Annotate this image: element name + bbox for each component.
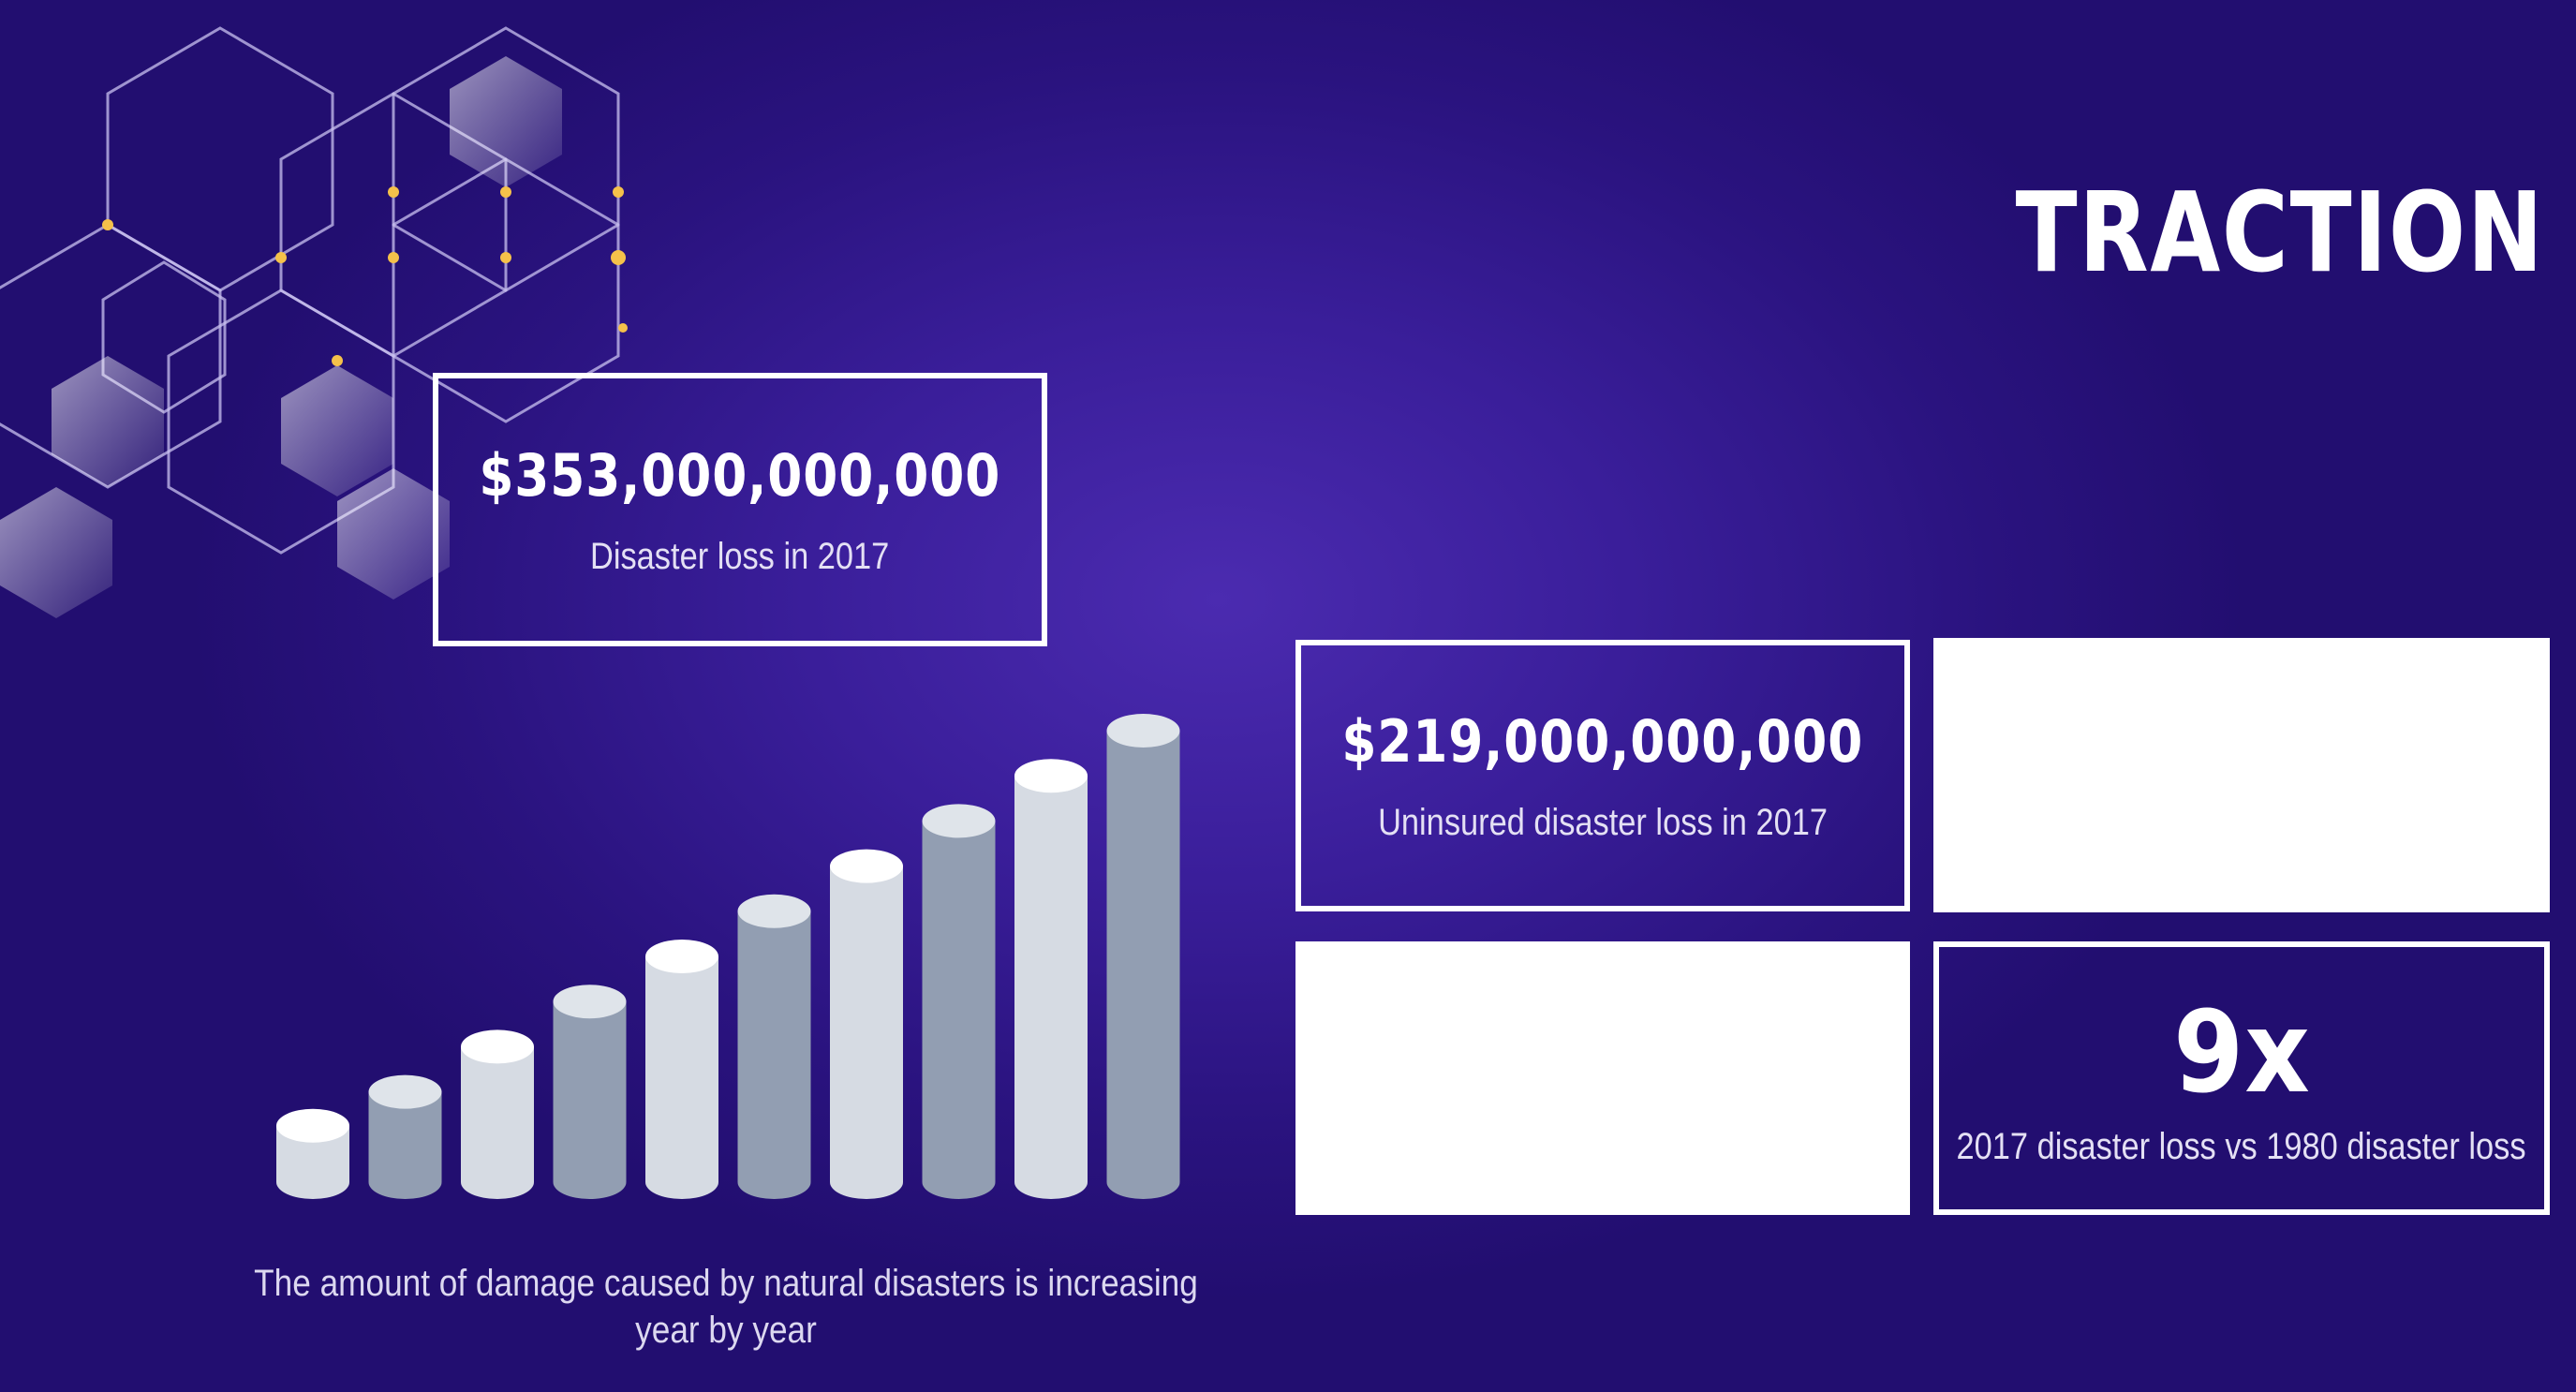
bar-10 bbox=[1106, 714, 1180, 1199]
stat-label-uninsured-loss: Uninsured disaster loss in 2017 bbox=[1378, 802, 1828, 843]
stat-label-multiplier: 2017 disaster loss vs 1980 disaster loss bbox=[1956, 1126, 2527, 1167]
stat-value-multiplier: 9x bbox=[2172, 988, 2311, 1118]
stat-value-total-loss: $353,000,000,000 bbox=[479, 441, 1001, 510]
stat-card-uninsured-loss: $219,000,000,000 Uninsured disaster loss… bbox=[1295, 640, 1910, 911]
bar-3 bbox=[461, 1029, 534, 1199]
bar-8 bbox=[922, 804, 996, 1199]
chart-caption: The amount of damage caused by natural d… bbox=[254, 1263, 1198, 1351]
bar-4 bbox=[553, 985, 627, 1199]
bar-2 bbox=[368, 1074, 442, 1199]
bar-7 bbox=[830, 849, 903, 1199]
bar-9 bbox=[1014, 759, 1088, 1199]
blank-card-top-right bbox=[1933, 638, 2550, 912]
bar-5 bbox=[645, 940, 718, 1199]
stat-value-uninsured-loss: $219,000,000,000 bbox=[1341, 707, 1864, 776]
stat-label-total-loss: Disaster loss in 2017 bbox=[590, 536, 890, 577]
stat-card-total-loss: $353,000,000,000 Disaster loss in 2017 bbox=[433, 373, 1047, 646]
bar-6 bbox=[737, 894, 811, 1199]
bar-1 bbox=[276, 1108, 349, 1199]
stat-card-multiplier: 9x 2017 disaster loss vs 1980 disaster l… bbox=[1933, 941, 2550, 1215]
slide-title: TRACTION bbox=[2015, 168, 2545, 297]
blank-card-bottom-left bbox=[1295, 941, 1910, 1215]
